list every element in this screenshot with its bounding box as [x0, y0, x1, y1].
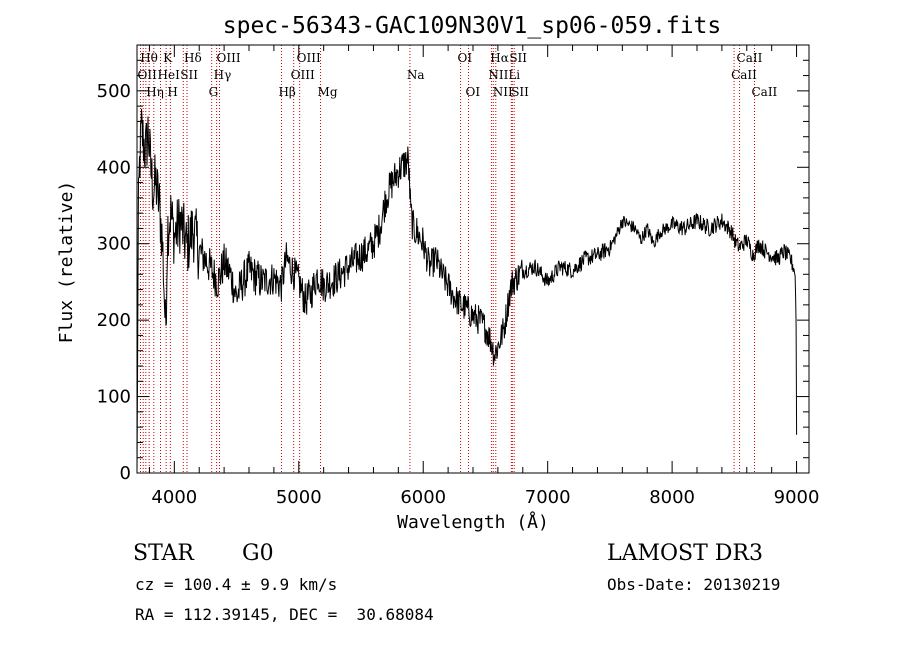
x-tick-label: 6000	[400, 487, 446, 508]
line-marker-label: Na	[407, 68, 425, 82]
line-marker-label: OII	[137, 68, 157, 82]
line-marker-label: Hθ	[140, 51, 158, 65]
line-marker-label: Li	[508, 68, 520, 82]
line-marker-label: NII	[488, 68, 508, 82]
x-axis-label: Wavelength (Å)	[397, 511, 549, 533]
x-tick-label: 7000	[525, 487, 571, 508]
line-marker-label: CaII	[751, 85, 777, 99]
y-tick-label: 300	[97, 234, 131, 255]
line-marker-label: SII	[509, 51, 527, 65]
line-marker-label: Mg	[318, 85, 338, 99]
survey-name: LAMOST DR3	[607, 541, 763, 566]
line-marker-label: SII	[180, 68, 198, 82]
line-marker-label: OI	[458, 51, 473, 65]
line-marker-label: H	[167, 85, 177, 99]
line-marker-label: Hδ	[184, 51, 202, 65]
observation-date: Obs-Date: 20130219	[607, 575, 780, 594]
line-marker-label: G	[209, 85, 219, 99]
y-tick-label: 0	[120, 463, 131, 484]
x-tick-label: 8000	[649, 487, 695, 508]
y-tick-label: 100	[97, 387, 131, 408]
y-tick-label: 200	[97, 310, 131, 331]
line-marker-label: Hα	[490, 51, 509, 65]
axis-tick-labels: 4000 5000 6000 7000 8000 9000 0 100 200 300 400 500	[97, 81, 820, 508]
ra-dec-coordinates: RA = 112.39145, DEC = 30.68084	[135, 605, 434, 624]
axis-ticks	[137, 44, 809, 474]
line-marker-label: SII	[511, 85, 529, 99]
chart-title: spec-56343-GAC109N30V1_sp06-059.fits	[223, 13, 722, 39]
line-marker-label: K	[163, 51, 173, 65]
x-tick-label: 5000	[276, 487, 322, 508]
line-marker-label: CaII	[737, 51, 763, 65]
line-marker-label: OIII	[291, 68, 315, 82]
y-axis-label: Flux (relative)	[56, 181, 77, 344]
emission-line-labels: OIIHθHηHeIKHSIIHδGHγOIIIHβOIIIOIIIMgNaOI…	[137, 51, 777, 99]
line-marker-label: OIII	[217, 51, 241, 65]
object-class: STAR	[133, 541, 195, 566]
redshift-velocity: cz = 100.4 ± 9.9 km/s	[135, 575, 337, 594]
spectrum-line	[136, 108, 798, 474]
x-tick-label: 4000	[151, 487, 197, 508]
line-marker-label: Hγ	[214, 68, 232, 82]
line-marker-label: Hβ	[278, 85, 295, 99]
spectral-subclass: G0	[242, 541, 274, 566]
line-marker-label: HeI	[158, 68, 181, 82]
line-marker-label: OI	[466, 85, 481, 99]
line-marker-label: CaII	[731, 68, 757, 82]
line-marker-label: Hη	[146, 85, 164, 99]
y-tick-label: 400	[97, 157, 131, 178]
line-marker-label: OIII	[297, 51, 321, 65]
line-marker-label: NII	[493, 85, 513, 99]
y-tick-label: 500	[97, 81, 131, 102]
x-tick-label: 9000	[774, 487, 820, 508]
